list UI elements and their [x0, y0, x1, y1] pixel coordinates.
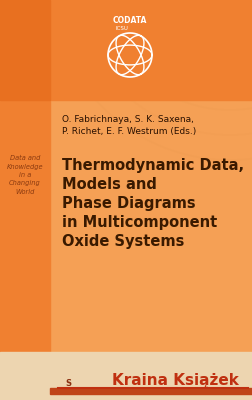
Text: in a: in a [19, 172, 31, 178]
Text: World: World [15, 189, 35, 195]
Text: in Multicomponent: in Multicomponent [62, 215, 217, 230]
Text: Phase Diagrams: Phase Diagrams [62, 196, 196, 211]
Text: Oxide Systems: Oxide Systems [62, 234, 184, 249]
Text: Data and: Data and [10, 155, 40, 161]
Text: Models and: Models and [62, 177, 157, 192]
Text: CODATA: CODATA [113, 16, 147, 25]
Text: O. Fabrichnaya, S. K. Saxena,: O. Fabrichnaya, S. K. Saxena, [62, 115, 194, 124]
Text: S: S [65, 380, 71, 388]
Bar [0, 0, 50, 100]
Text: Knowledge: Knowledge [7, 164, 43, 170]
Bar [0, 0, 50, 400]
Text: Thermodynamic Data,: Thermodynamic Data, [62, 158, 244, 173]
Text: Changing: Changing [9, 180, 41, 186]
Text: P. Richet, E. F. Westrum (Eds.): P. Richet, E. F. Westrum (Eds.) [62, 127, 196, 136]
Text: ICSU: ICSU [116, 26, 129, 31]
Bar [50, 388, 252, 394]
Bar [0, 352, 252, 400]
Text: Kraina Książek: Kraina Książek [112, 374, 238, 388]
Bar [50, 0, 252, 100]
